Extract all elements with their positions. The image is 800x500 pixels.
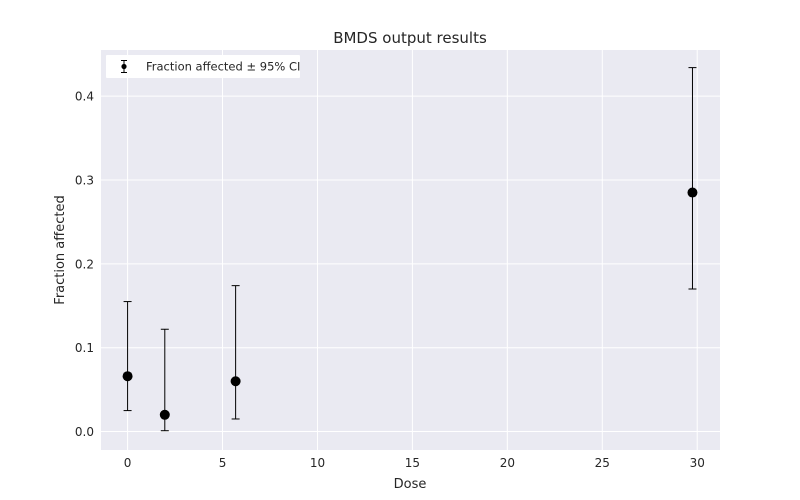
x-tick-label: 5 [219,456,227,470]
data-point [122,371,133,382]
x-axis-ticks: 0 5 10 15 20 25 30 [124,456,705,470]
gridlines [101,50,720,450]
y-axis-ticks: 0.0 0.1 0.2 0.3 0.4 [75,90,94,439]
legend-marker-icon [121,63,127,70]
y-tick-label: 0.4 [75,90,94,104]
x-tick-label: 15 [405,456,420,470]
y-tick-label: 0.1 [75,341,94,355]
data-point [687,187,698,198]
x-tick-label: 30 [690,456,705,470]
x-tick-label: 0 [124,456,132,470]
y-axis-label: Fraction affected [53,195,68,304]
y-tick-label: 0.2 [75,257,94,271]
plot-area [101,50,720,450]
data-point [230,376,241,387]
data-point [159,409,170,420]
data-marks [122,67,698,432]
legend-label: Fraction affected ± 95% CI [146,60,300,74]
legend-box [106,55,300,78]
x-tick-label: 25 [595,456,610,470]
x-axis-label: Dose [394,477,427,492]
y-tick-label: 0.0 [75,425,94,439]
chart-title: BMDS output results [333,29,487,47]
legend: Fraction affected ± 95% CI [106,55,300,78]
y-tick-label: 0.3 [75,173,94,187]
x-tick-label: 10 [310,456,325,470]
x-tick-label: 20 [500,456,515,470]
